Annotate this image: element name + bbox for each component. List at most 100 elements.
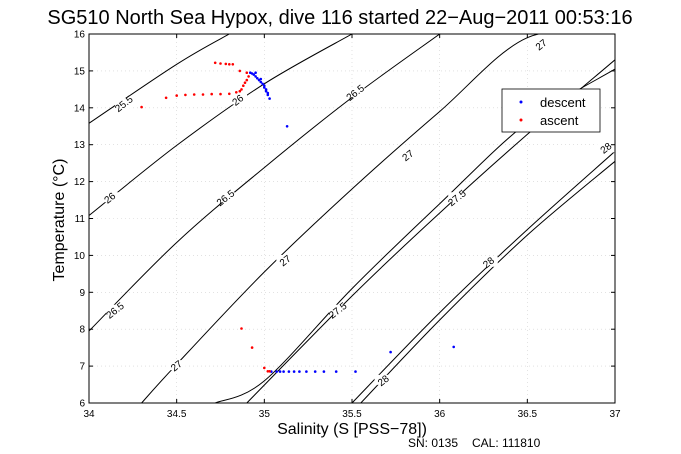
contour-label-backdrop: [167, 360, 186, 371]
descent-point: [264, 88, 268, 91]
contour-label-backdrop: [479, 256, 498, 267]
contour-label-backdrop: [532, 39, 551, 50]
ascent-point: [231, 63, 235, 66]
x-axis-label: Salinity (S [PSS−78]): [277, 421, 427, 438]
descent-point: [266, 93, 270, 97]
legend-ascent-marker: [519, 118, 523, 122]
descent-point: [298, 370, 301, 373]
legend-box: [501, 88, 601, 133]
contour-label-backdrop: [101, 192, 120, 203]
x-tick-label: 34.5: [167, 409, 187, 420]
ascent-point: [268, 370, 271, 373]
ascent-point: [245, 78, 249, 82]
y-tick-label: 16: [74, 30, 86, 41]
axis-ticks: 34 34.5 35 35.5 36 36.5 37 6 7 8 9 10 11 12 13 14 15 16: [74, 30, 621, 421]
ascent-point: [240, 327, 243, 330]
y-tick-label: 12: [74, 177, 86, 188]
x-tick-label: 35.5: [342, 409, 362, 420]
descent-point: [287, 370, 291, 373]
x-tick-label: 35: [259, 409, 271, 420]
y-tick-label: 9: [79, 288, 85, 299]
legend-descent-label: descent: [540, 95, 586, 110]
ascent-point: [250, 346, 254, 349]
contour-label-backdrop: [346, 87, 365, 98]
series-ascent: [140, 61, 271, 373]
ascent-point: [266, 370, 270, 373]
descent-point: [268, 97, 271, 100]
contour-label-backdrop: [229, 94, 248, 105]
descent-point: [263, 86, 266, 89]
descent-point: [254, 75, 257, 78]
ascent-point: [240, 88, 243, 91]
descent-point: [278, 370, 282, 373]
ascent-point: [242, 84, 245, 87]
y-axis-label: Temperature (°C): [51, 159, 68, 282]
ascent-point: [238, 69, 242, 73]
legend-descent-marker: [519, 100, 523, 104]
ascent-point: [238, 89, 242, 93]
ascent-point: [219, 92, 222, 96]
contour-label-backdrop: [216, 192, 235, 203]
descent-point: [313, 370, 317, 373]
descent-point: [305, 370, 308, 373]
descent-point: [259, 80, 263, 84]
descent-point: [255, 77, 259, 80]
descent-point: [264, 89, 268, 93]
ascent-point: [224, 62, 228, 66]
y-tick-label: 7: [79, 362, 85, 373]
contour-label-backdrop: [328, 304, 347, 315]
contour-line-25-5: [89, 34, 230, 124]
ascent-point: [219, 62, 222, 65]
ascent-point: [263, 366, 266, 370]
contour-label-backdrop: [399, 149, 418, 160]
contour-line-26: [89, 34, 353, 216]
descent-point: [263, 84, 266, 87]
contour-label-backdrop: [374, 374, 393, 385]
descent-point: [389, 350, 392, 354]
ascent-point: [243, 81, 247, 84]
ascent-point: [192, 93, 196, 96]
descent-point: [266, 91, 270, 95]
descent-point: [252, 73, 256, 76]
y-tick-label: 8: [79, 325, 85, 336]
ascent-point: [245, 71, 249, 74]
descent-point: [452, 345, 456, 349]
ascent-point: [247, 75, 250, 78]
contour-label-backdrop: [106, 304, 125, 315]
ascent-point: [228, 63, 231, 66]
descent-point: [285, 125, 289, 128]
ascent-point: [140, 105, 143, 109]
y-tick-label: 15: [74, 66, 86, 77]
descent-point: [334, 370, 338, 373]
ascent-point: [228, 92, 231, 96]
data-series: [140, 61, 456, 373]
plot-area: 25.5262626.526.526.52727272727.527.52828…: [74, 30, 621, 421]
calibration-date: CAL: 111810: [472, 436, 541, 450]
ascent-point: [213, 61, 217, 65]
x-tick-label: 36: [434, 409, 446, 420]
ascent-point: [235, 91, 238, 94]
serial-number: SN: 0135: [408, 436, 458, 450]
contour-label-backdrop: [276, 254, 295, 265]
ascent-point: [184, 93, 187, 97]
y-tick-label: 10: [74, 251, 86, 262]
descent-point: [322, 370, 326, 373]
ascent-point: [175, 94, 178, 97]
chart-title: SG510 North Sea Hypox, dive 116 started …: [47, 7, 632, 29]
legend: descent ascent: [501, 88, 601, 133]
contour-line-26-5: [89, 34, 440, 332]
ascent-point: [164, 96, 168, 100]
descent-point: [259, 77, 263, 81]
y-tick-label: 13: [74, 140, 86, 151]
ascent-point: [201, 93, 205, 96]
contour-label-backdrop: [448, 192, 467, 203]
descent-point: [261, 82, 264, 86]
descent-point: [292, 370, 296, 373]
legend-ascent-label: ascent: [540, 113, 579, 128]
descent-point: [354, 370, 357, 373]
y-tick-label: 14: [74, 103, 86, 114]
contour-label-backdrop: [597, 142, 616, 153]
x-tick-label: 34: [83, 409, 95, 420]
y-tick-label: 6: [79, 399, 85, 410]
